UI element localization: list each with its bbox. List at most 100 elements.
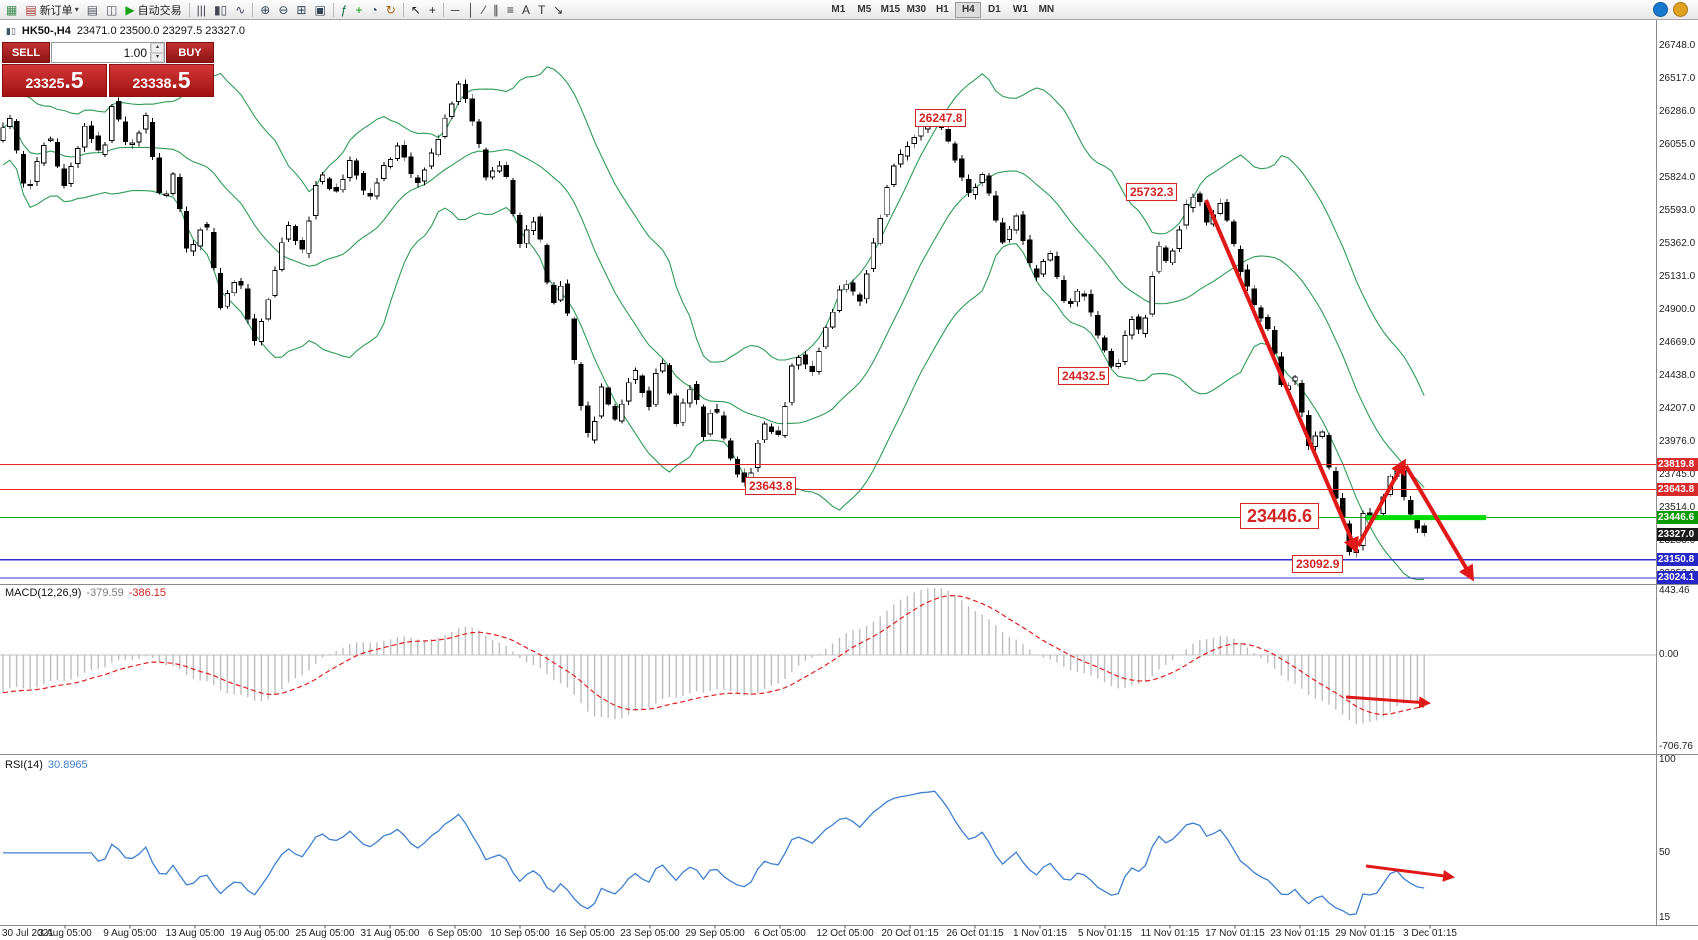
indicators-icon[interactable]: ƒ (337, 1, 352, 18)
timeframe-h1-button[interactable]: H1 (929, 2, 955, 18)
crosshair-icon[interactable]: + (425, 1, 440, 18)
tile-windows-icon[interactable]: ⊞ (292, 1, 310, 18)
price-scale-tick: 26517.0 (1659, 73, 1696, 84)
time-axis-label: 6 Oct 05:00 (754, 928, 806, 939)
sell-price-display[interactable]: 23325 .5 (2, 64, 107, 97)
sell-price-frac: .5 (64, 67, 84, 93)
macd-scale-tick: 443.46 (1659, 584, 1690, 596)
cascade-windows-icon[interactable]: ▣ (310, 1, 329, 18)
price-label-annotation-23446.6[interactable]: 23446.6 (1240, 503, 1320, 529)
price-tag-23819.8: 23819.8 (1657, 457, 1698, 471)
text-icon[interactable]: A (518, 1, 534, 18)
new-order-button[interactable]: ▤ 新订单 ▾ (21, 1, 82, 18)
horizontal-level-lines[interactable] (0, 463, 1656, 579)
buy-price-main: 23338 (132, 75, 172, 91)
metaquotes-icon[interactable] (1673, 2, 1688, 17)
channel-icon[interactable]: ∥ (489, 1, 503, 18)
indicators-icon-glyph: ƒ (340, 2, 348, 17)
autotrade-button-label: 自动交易 (137, 4, 182, 17)
periods-icon[interactable]: ◔ (367, 1, 382, 18)
price-label-annotation-26247.8[interactable]: 26247.8 (915, 109, 967, 127)
autotrade-button[interactable]: ▶ 自动交易 (121, 1, 185, 18)
label-icon[interactable]: T (534, 1, 549, 18)
price-label-annotation-23643.8[interactable]: 23643.8 (745, 477, 797, 495)
buy-price-display[interactable]: 23338 .5 (109, 64, 214, 97)
time-axis-label: 23 Nov 01:15 (1270, 928, 1330, 939)
arrows-icon[interactable]: ↘ (549, 1, 567, 18)
timeframe-mn-button[interactable]: MN (1033, 2, 1059, 18)
bar-chart-icon[interactable]: ||| (193, 1, 210, 18)
new-chart-icon-glyph: ▦ (6, 2, 18, 17)
price-label-annotation-24432.5[interactable]: 24432.5 (1058, 367, 1110, 385)
time-axis-label: 11 Nov 01:15 (1140, 928, 1200, 939)
zoom-out-icon[interactable]: ⊖ (274, 1, 292, 18)
price-scale-tick: 26748.0 (1659, 40, 1696, 51)
volume-up-button[interactable] (151, 43, 164, 53)
profiles-icon[interactable]: ▤ (83, 1, 102, 18)
trend-arrows[interactable] (1204, 199, 1475, 882)
sell-price-main: 23325 (25, 75, 65, 91)
autotrade-button-glyph: ▶ (125, 2, 135, 17)
zoom-in-icon[interactable]: ⊕ (256, 1, 274, 18)
sell-button[interactable]: SELL (2, 42, 50, 63)
rsi-line (3, 790, 1425, 916)
symbol-period-label: HK50-,H4 (21, 25, 71, 37)
vline-icon[interactable]: │ (463, 1, 479, 18)
timeframe-d1-button[interactable]: D1 (981, 2, 1007, 18)
rsi-indicator-label: RSI(14) 30.8965 (5, 759, 88, 771)
candle-chart-icon[interactable]: ▮▯ (210, 1, 231, 18)
time-axis-label: 30 Jul 2021 (2, 928, 54, 939)
volume-input[interactable]: 1.00 (51, 42, 165, 63)
add-indicator-icon[interactable]: + (351, 1, 366, 18)
volume-down-button[interactable] (151, 52, 164, 62)
timeframe-m5-button[interactable]: M5 (851, 2, 877, 18)
trendline-icon[interactable]: ∕ (479, 1, 489, 18)
hline-icon-glyph: ─ (450, 2, 460, 17)
price-scale-tick: 23745.0 (1659, 469, 1696, 480)
timeframe-m1-button[interactable]: M1 (825, 2, 851, 18)
new-order-button-label: 新订单 (39, 4, 73, 17)
fibonacci-icon[interactable]: ≡ (503, 1, 518, 18)
arrows-icon-glyph: ↘ (553, 2, 564, 17)
time-axis-label: 19 Aug 05:00 (230, 928, 290, 939)
price-scale-tick: 25824.0 (1659, 172, 1696, 183)
time-axis-label: 5 Nov 01:15 (1078, 928, 1132, 939)
cascade-windows-icon-glyph: ▣ (314, 2, 326, 17)
time-axis-label: 3 Aug 05:00 (38, 928, 92, 939)
buy-button[interactable]: BUY (166, 42, 214, 63)
time-axis-label: 17 Nov 01:15 (1205, 928, 1265, 939)
templates-icon[interactable]: ↻ (382, 1, 400, 18)
price-scale-tick: 25362.0 (1659, 238, 1696, 249)
market-watch-icon[interactable]: ◫ (102, 1, 121, 18)
zoom-out-icon-glyph: ⊖ (278, 2, 289, 17)
red-arrow-5 (1365, 864, 1455, 882)
macd-plot (0, 588, 1656, 725)
toolbar-separator (402, 2, 404, 17)
time-axis-label: 9 Aug 05:00 (103, 928, 157, 939)
price-label-annotation-23092.9[interactable]: 23092.9 (1292, 555, 1344, 573)
new-chart-icon[interactable]: ▦ (2, 1, 21, 18)
channel-icon-glyph: ∥ (492, 2, 499, 17)
price-label-annotation-25732.3[interactable]: 25732.3 (1126, 183, 1178, 201)
ohlc-readout: 23471.0 23500.0 23297.5 23327.0 (76, 25, 246, 37)
timeframe-h4-button[interactable]: H4 (955, 1, 982, 18)
price-scale-tick: 25593.0 (1659, 205, 1696, 216)
hline-icon[interactable]: ─ (447, 1, 464, 18)
rsi-plot (3, 790, 1425, 916)
timeframe-m15-button[interactable]: M15 (877, 2, 903, 18)
new-order-button-caret-icon: ▾ (74, 5, 79, 14)
price-scale-tick: 26286.0 (1659, 106, 1696, 117)
time-axis-label: 6 Sep 05:00 (428, 928, 482, 939)
timeframe-w1-button[interactable]: W1 (1007, 2, 1033, 18)
profiles-icon-glyph: ▤ (86, 2, 99, 17)
buy-price-frac: .5 (171, 67, 191, 93)
time-axis-label: 10 Sep 05:00 (490, 928, 550, 939)
time-axis-label: 16 Sep 05:00 (555, 928, 615, 939)
community-icon[interactable] (1653, 2, 1668, 17)
line-chart-icon[interactable]: ∿ (231, 1, 249, 18)
macd-signal-value: -386.15 (128, 587, 167, 599)
timeframe-m30-button[interactable]: M30 (903, 2, 929, 18)
cursor-icon[interactable]: ↖ (407, 1, 425, 18)
